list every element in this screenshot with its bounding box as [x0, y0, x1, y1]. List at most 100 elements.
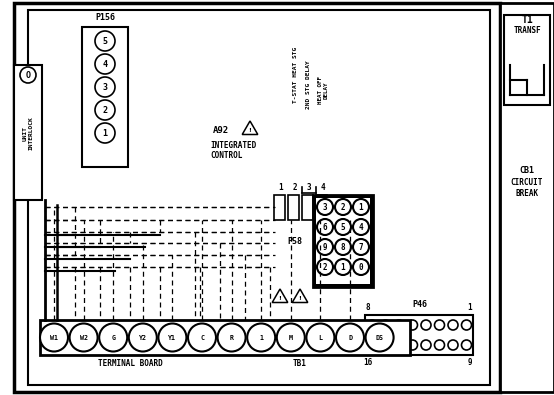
Text: 8: 8: [366, 303, 370, 312]
Bar: [40, 320, 410, 355]
Circle shape: [381, 320, 391, 330]
Circle shape: [99, 324, 127, 352]
Bar: [28, 10, 490, 385]
Circle shape: [317, 199, 333, 215]
Text: P156: P156: [95, 13, 115, 22]
Text: HEAT OFF
DELAY: HEAT OFF DELAY: [317, 76, 329, 104]
Text: 4: 4: [358, 222, 363, 231]
Circle shape: [408, 320, 418, 330]
Circle shape: [335, 219, 351, 235]
Circle shape: [95, 31, 115, 51]
Circle shape: [317, 259, 333, 275]
Circle shape: [317, 239, 333, 255]
Circle shape: [394, 340, 404, 350]
Circle shape: [353, 219, 369, 235]
Text: P46: P46: [413, 300, 428, 309]
Text: INTEGRATED: INTEGRATED: [210, 141, 257, 149]
Circle shape: [306, 324, 335, 352]
Text: G: G: [111, 335, 115, 340]
Bar: [500, 3, 554, 392]
Bar: [504, 15, 550, 105]
Circle shape: [421, 340, 431, 350]
Circle shape: [353, 259, 369, 275]
Circle shape: [70, 324, 98, 352]
Circle shape: [353, 199, 369, 215]
Circle shape: [448, 320, 458, 330]
Text: C: C: [200, 335, 204, 340]
Circle shape: [129, 324, 157, 352]
Bar: [14, 65, 42, 200]
Circle shape: [247, 324, 275, 352]
Text: CB1: CB1: [520, 166, 535, 175]
Bar: [316, 195, 327, 220]
Text: TB1: TB1: [293, 359, 307, 367]
Text: 4: 4: [102, 60, 107, 68]
Text: 2: 2: [293, 182, 297, 192]
Text: 5: 5: [102, 36, 107, 45]
Text: T-STAT HEAT STG: T-STAT HEAT STG: [293, 47, 297, 103]
Text: 6: 6: [322, 222, 327, 231]
Text: W1: W1: [50, 335, 58, 340]
Circle shape: [381, 340, 391, 350]
Text: 1: 1: [279, 182, 283, 192]
Text: M: M: [289, 335, 293, 340]
Circle shape: [335, 199, 351, 215]
Text: 3: 3: [307, 182, 311, 192]
Text: A92: A92: [213, 126, 229, 135]
Text: 1: 1: [358, 203, 363, 211]
Text: 1: 1: [102, 128, 107, 137]
Circle shape: [95, 123, 115, 143]
Text: 2ND STG DELAY: 2ND STG DELAY: [305, 60, 310, 109]
Circle shape: [421, 320, 431, 330]
Text: 2: 2: [341, 203, 345, 211]
Circle shape: [317, 219, 333, 235]
Circle shape: [394, 320, 404, 330]
Circle shape: [336, 324, 364, 352]
Text: TRANSF: TRANSF: [513, 26, 541, 34]
Circle shape: [95, 100, 115, 120]
Text: Y1: Y1: [168, 335, 176, 340]
Bar: [14, 3, 500, 392]
Text: 1: 1: [259, 335, 263, 340]
Circle shape: [434, 320, 444, 330]
Text: BREAK: BREAK: [515, 188, 538, 198]
Circle shape: [95, 54, 115, 74]
Text: 1: 1: [468, 303, 473, 312]
Text: 1: 1: [341, 263, 345, 271]
Text: 2: 2: [322, 263, 327, 271]
Circle shape: [461, 320, 471, 330]
Bar: [316, 198, 370, 284]
Circle shape: [40, 324, 68, 352]
Text: L: L: [319, 335, 322, 340]
Text: CIRCUIT: CIRCUIT: [511, 177, 543, 186]
Text: 3: 3: [102, 83, 107, 92]
Text: T1: T1: [521, 15, 533, 25]
Polygon shape: [242, 121, 258, 135]
Text: 3: 3: [322, 203, 327, 211]
Text: 7: 7: [358, 243, 363, 252]
Text: DS: DS: [376, 335, 383, 340]
Circle shape: [353, 239, 369, 255]
Circle shape: [277, 324, 305, 352]
Text: 5: 5: [341, 222, 345, 231]
Text: !: !: [249, 128, 252, 133]
Circle shape: [367, 340, 377, 350]
Text: 4: 4: [321, 182, 325, 192]
Circle shape: [158, 324, 186, 352]
Circle shape: [335, 239, 351, 255]
Polygon shape: [272, 289, 288, 303]
Text: CONTROL: CONTROL: [210, 150, 243, 160]
Text: UNIT
INTERLOCK: UNIT INTERLOCK: [23, 116, 33, 150]
Circle shape: [188, 324, 216, 352]
Text: 0: 0: [358, 263, 363, 271]
Circle shape: [367, 320, 377, 330]
Bar: [313, 195, 373, 287]
Text: !: !: [279, 296, 281, 301]
Circle shape: [20, 67, 36, 83]
Text: 9: 9: [322, 243, 327, 252]
Text: W2: W2: [80, 335, 88, 340]
Text: O: O: [25, 70, 30, 79]
Text: 16: 16: [363, 358, 373, 367]
Circle shape: [218, 324, 245, 352]
Text: Y2: Y2: [139, 335, 147, 340]
